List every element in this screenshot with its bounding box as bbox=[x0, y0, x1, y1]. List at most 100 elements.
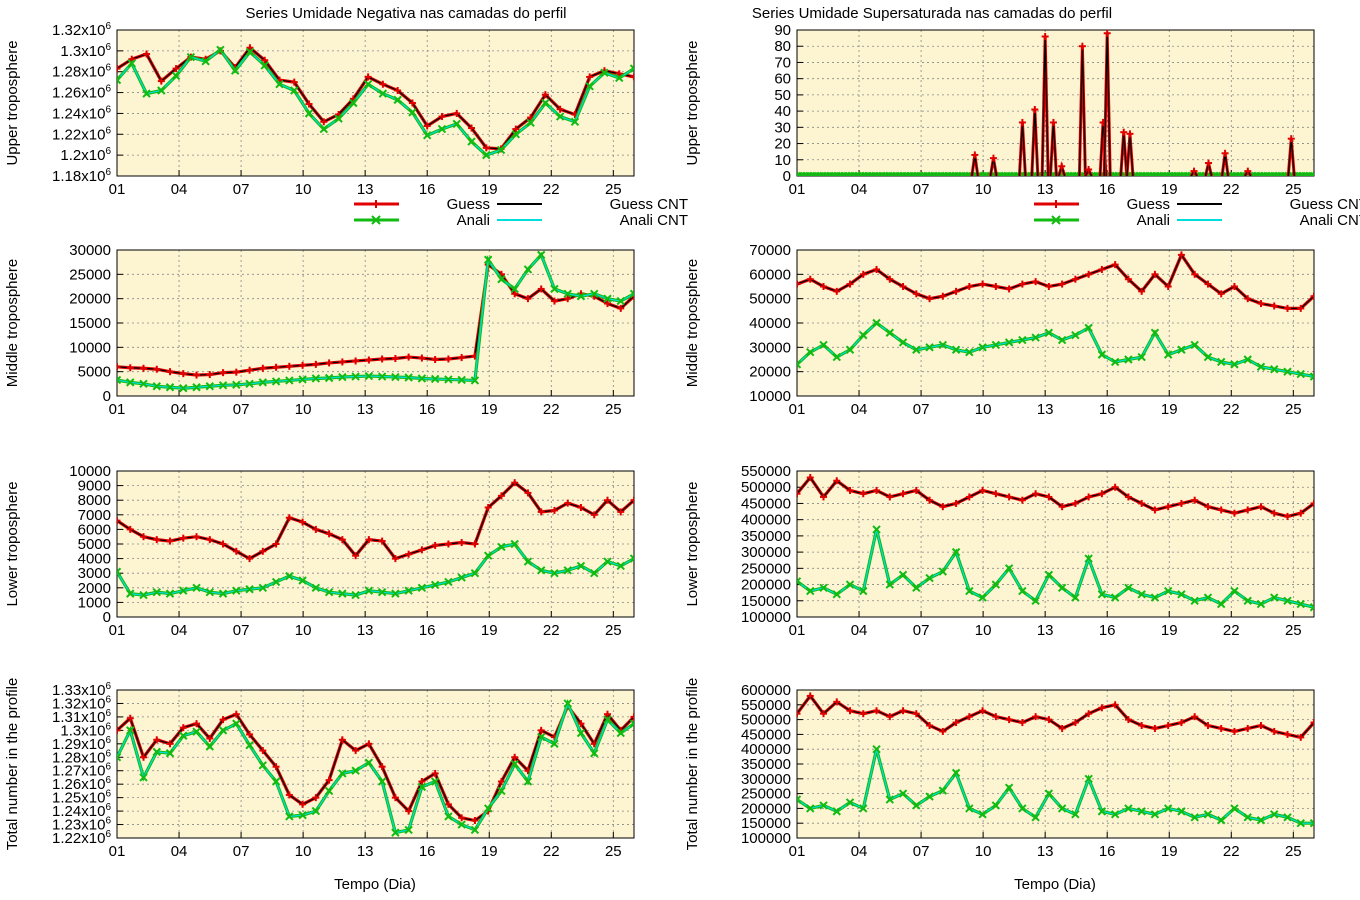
y-tick-label: 7000 bbox=[78, 507, 111, 524]
x-tick-label: 22 bbox=[1223, 843, 1240, 860]
data-point-guess bbox=[391, 555, 399, 563]
data-point-anali bbox=[1296, 818, 1305, 828]
marker-d1 bbox=[1309, 171, 1314, 176]
data-point-anali bbox=[1216, 816, 1226, 825]
marker-d1 bbox=[941, 171, 948, 176]
data-point-anali bbox=[1084, 554, 1093, 563]
marker-d2 bbox=[1031, 596, 1040, 605]
series-line-anali-cnt bbox=[117, 701, 634, 834]
data-point-anali bbox=[991, 801, 1001, 810]
data-point-guess bbox=[926, 496, 934, 504]
marker-d2 bbox=[404, 586, 413, 595]
marker-d2 bbox=[912, 583, 921, 593]
data-point-anali bbox=[806, 586, 815, 596]
data-point-anali bbox=[275, 80, 284, 89]
data-point-guess bbox=[630, 73, 634, 81]
marker-d2 bbox=[523, 265, 533, 274]
chart-sup-lower: 1000001500002000002500003000003500004000… bbox=[684, 463, 1315, 639]
data-point-guess bbox=[379, 80, 387, 88]
data-point-guess bbox=[497, 777, 505, 785]
marker-d2 bbox=[1031, 813, 1040, 822]
marker-d2 bbox=[216, 45, 225, 55]
y-tick-label: 60000 bbox=[749, 266, 791, 283]
data-point-guess bbox=[482, 144, 490, 152]
data-point-guess bbox=[1098, 704, 1106, 712]
marker-d1 bbox=[117, 378, 122, 385]
marker-d2 bbox=[1044, 328, 1054, 337]
data-point-guess bbox=[1257, 300, 1265, 308]
x-tick-label: 04 bbox=[851, 401, 868, 418]
legend-marker bbox=[371, 215, 381, 225]
data-point-guess bbox=[1283, 512, 1291, 520]
x-tick-label: 04 bbox=[851, 622, 868, 639]
legend-label-guess: Guess bbox=[1127, 196, 1170, 213]
marker-d1 bbox=[830, 171, 837, 176]
plot-area bbox=[117, 471, 634, 617]
marker-d1 bbox=[858, 171, 865, 176]
data-point-anali bbox=[629, 554, 634, 563]
data-point-anali bbox=[1150, 328, 1160, 337]
marker-d2 bbox=[404, 825, 413, 835]
data-point-anali bbox=[1057, 335, 1067, 345]
marker-d2 bbox=[938, 786, 948, 795]
marker-d1 bbox=[1059, 171, 1066, 176]
data-point-guess bbox=[1018, 280, 1026, 288]
data-point-anali bbox=[603, 715, 612, 724]
marker-d2 bbox=[912, 345, 921, 354]
data-point-guess bbox=[418, 777, 426, 785]
marker-d1 bbox=[1004, 171, 1011, 176]
x-tick-label: 19 bbox=[481, 622, 498, 639]
y-tick-label: 1.29x106 bbox=[52, 735, 111, 753]
data-point-guess bbox=[272, 363, 280, 371]
data-point-anali bbox=[859, 586, 868, 596]
marker-d2 bbox=[444, 812, 453, 821]
data-point-anali bbox=[1097, 350, 1107, 359]
data-point-guess bbox=[259, 364, 267, 372]
y-tick-label: 1.26x106 bbox=[52, 84, 111, 102]
marker-d2 bbox=[1071, 810, 1080, 819]
data-point-guess bbox=[219, 716, 227, 724]
plot-area bbox=[117, 30, 634, 176]
data-point-guess bbox=[590, 511, 598, 519]
marker-d1 bbox=[1309, 818, 1314, 825]
data-point-guess bbox=[418, 354, 426, 362]
marker-d1 bbox=[837, 171, 844, 176]
y-tick-label: 20000 bbox=[749, 364, 791, 381]
data-point-anali bbox=[470, 376, 480, 385]
data-point-guess bbox=[541, 91, 549, 99]
marker-d2 bbox=[377, 372, 387, 381]
y-tick-label: 100000 bbox=[741, 609, 791, 626]
marker-d1 bbox=[900, 171, 906, 176]
y-axis-label: Lower troposphere bbox=[684, 481, 701, 606]
data-point-guess bbox=[833, 698, 841, 706]
marker-d2 bbox=[965, 804, 974, 813]
marker-d2 bbox=[470, 568, 480, 578]
marker-d2 bbox=[230, 66, 240, 75]
chart-neg-upper: 1.18x106 1.2x106 1.22x106 1.24x106 1.26x106 1… bbox=[4, 21, 688, 229]
marker-d1 bbox=[1278, 171, 1285, 176]
data-point-guess bbox=[1151, 506, 1159, 514]
data-point-guess bbox=[1310, 719, 1314, 727]
marker-d1 bbox=[910, 171, 917, 176]
data-point-anali bbox=[978, 810, 987, 819]
data-point-anali bbox=[1177, 807, 1186, 816]
marker-d2 bbox=[616, 561, 625, 571]
data-point-anali bbox=[482, 150, 491, 160]
marker-d1 bbox=[1122, 171, 1129, 176]
marker-d1 bbox=[797, 579, 802, 586]
marker-d1 bbox=[1164, 171, 1170, 176]
x-tick-label: 16 bbox=[419, 843, 436, 860]
data-point-anali bbox=[938, 567, 948, 576]
data-point-anali bbox=[126, 589, 135, 598]
data-point-anali bbox=[139, 590, 148, 600]
marker-d1 bbox=[824, 171, 830, 176]
marker-d2 bbox=[245, 379, 254, 389]
data-point-anali bbox=[536, 566, 546, 575]
data-point-anali bbox=[391, 828, 400, 837]
marker-d2 bbox=[218, 381, 228, 390]
marker-d2 bbox=[1256, 816, 1266, 825]
x-tick-label: 04 bbox=[171, 401, 188, 418]
x-tick-label: 07 bbox=[913, 843, 930, 860]
data-point-guess bbox=[820, 710, 828, 718]
marker-d2 bbox=[526, 118, 535, 128]
